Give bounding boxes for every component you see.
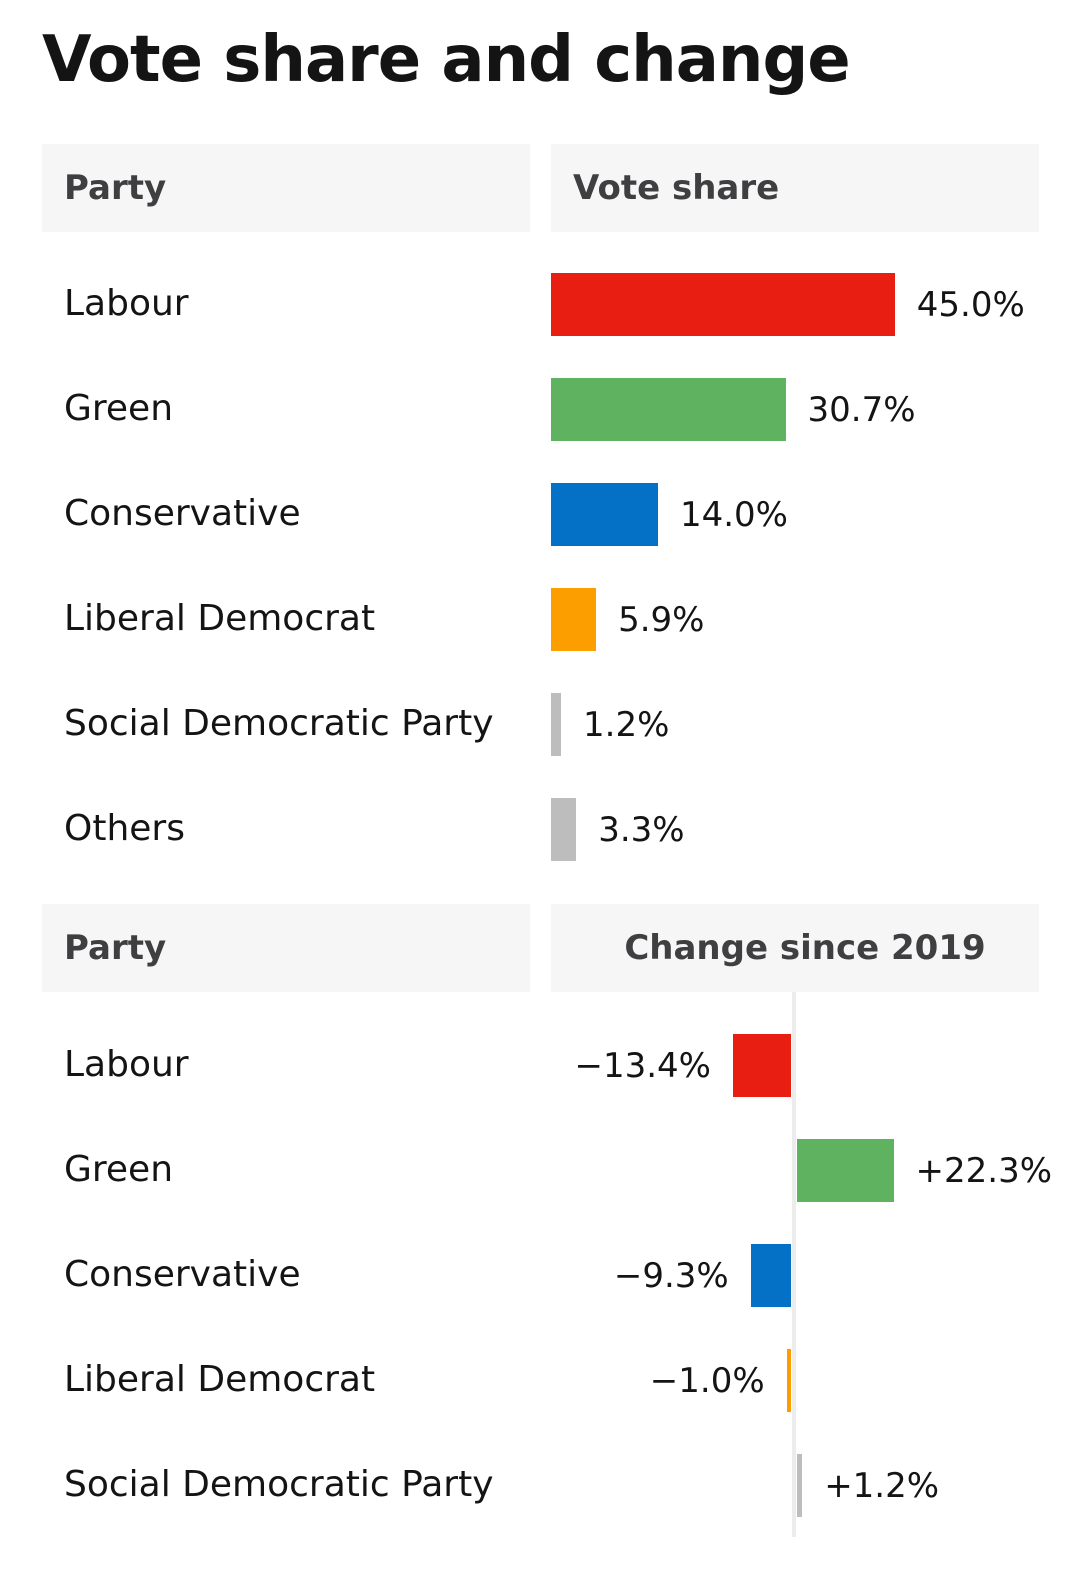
change-party-social-democratic-party: Social Democratic Party [64, 1464, 494, 1505]
vote-share-party-green: Green [64, 388, 174, 429]
change-bar-conservative [750, 1244, 791, 1307]
vote-share-value-header: Vote share [551, 144, 1039, 232]
chart-title: Vote share and change [42, 23, 851, 97]
change-bar-green [797, 1139, 894, 1202]
change-zero-line [792, 992, 796, 1537]
vote-share-label-labour: 45.0% [916, 285, 1025, 325]
vote-share-bar-others [551, 798, 577, 861]
vote-share-label-others: 3.3% [598, 810, 685, 850]
change-bar-social-democratic-party [797, 1454, 803, 1517]
change-label-green: +22.3% [915, 1151, 1053, 1191]
change-party-header: Party [42, 904, 530, 992]
change-label-labour: −13.4% [574, 1046, 711, 1086]
vote-share-party-social-democratic-party: Social Democratic Party [64, 703, 494, 744]
change-label-liberal-democrat: −1.0% [649, 1361, 765, 1401]
change-party-green: Green [64, 1149, 174, 1190]
vote-share-label-conservative: 14.0% [679, 495, 788, 535]
change-party-conservative: Conservative [64, 1254, 301, 1295]
vote-share-bar-liberal-democrat [551, 588, 597, 651]
change-label-social-democratic-party: +1.2% [824, 1466, 940, 1506]
vote-share-label-liberal-democrat: 5.9% [618, 600, 705, 640]
vote-share-party-labour: Labour [64, 283, 189, 324]
change-value-header: Change since 2019 [551, 904, 1039, 992]
change-label-conservative: −9.3% [613, 1256, 729, 1296]
vote-share-party-header: Party [42, 144, 530, 232]
vote-share-label-green: 30.7% [807, 390, 916, 430]
vote-share-bar-conservative [551, 483, 658, 546]
change-bar-labour [732, 1034, 791, 1097]
vote-share-party-conservative: Conservative [64, 493, 301, 534]
vote-share-party-liberal-democrat: Liberal Democrat [64, 598, 376, 639]
change-bar-liberal-democrat [786, 1349, 791, 1412]
vote-share-party-others: Others [64, 808, 185, 849]
vote-share-label-social-democratic-party: 1.2% [583, 705, 670, 745]
vote-share-bar-labour [551, 273, 895, 336]
vote-share-bar-green [551, 378, 786, 441]
change-party-labour: Labour [64, 1044, 189, 1085]
vote-share-bar-social-democratic-party [551, 693, 561, 756]
change-party-liberal-democrat: Liberal Democrat [64, 1359, 376, 1400]
